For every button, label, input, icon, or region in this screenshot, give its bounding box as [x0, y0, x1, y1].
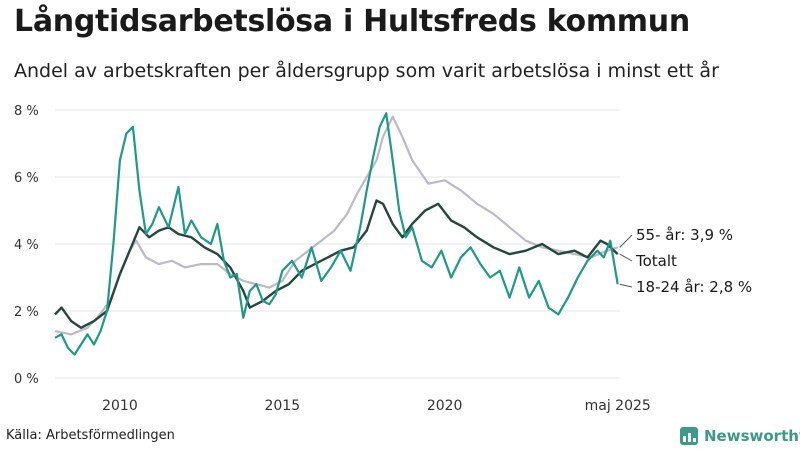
series-lines: [54, 112, 619, 356]
brand-name: Newsworthy: [704, 427, 800, 445]
x-tick-label: maj 2025: [585, 398, 651, 414]
newsworthy-icon: [680, 427, 698, 445]
y-axis-tick-labels: 0 % 2 % 4 % 6 % 8 %: [14, 104, 39, 387]
series-line: [54, 199, 619, 329]
chart-title: Långtidsarbetslösa i Hultsfreds kommun: [14, 4, 690, 39]
brand-logo[interactable]: Newsworthy: [680, 427, 800, 445]
x-tick-label: 2015: [264, 398, 300, 414]
x-axis-tick-labels: 2010 2015 2020 maj 2025: [102, 398, 651, 414]
label-leader-line: [619, 253, 633, 262]
x-tick-label: 2020: [427, 398, 463, 414]
label-leader-line: [619, 234, 633, 248]
line-chart: 0 % 2 % 4 % 6 % 8 % 2010 2015 2020 maj 2025 55-…: [14, 104, 752, 414]
series-line: [54, 115, 619, 336]
y-tick-label: 0 %: [14, 372, 39, 387]
y-tick-label: 2 %: [14, 305, 39, 320]
series-line: [54, 112, 619, 356]
y-tick-label: 8 %: [14, 104, 39, 119]
y-tick-label: 6 %: [14, 171, 39, 186]
series-end-label: Totalt: [635, 252, 677, 270]
series-end-label: 55- år: 3,9 %: [636, 226, 733, 244]
source-note: Källa: Arbetsförmedlingen: [6, 428, 175, 443]
chart-subtitle: Andel av arbetskraften per åldersgrupp s…: [14, 60, 719, 82]
y-tick-label: 4 %: [14, 238, 39, 253]
x-tick-label: 2010: [102, 398, 138, 414]
label-leader-line: [619, 283, 633, 288]
series-end-labels: 55- år: 3,9 % Totalt 18-24 år: 2,8 %: [619, 226, 752, 296]
grid-lines: [55, 109, 620, 379]
series-end-label: 18-24 år: 2,8 %: [636, 278, 752, 296]
